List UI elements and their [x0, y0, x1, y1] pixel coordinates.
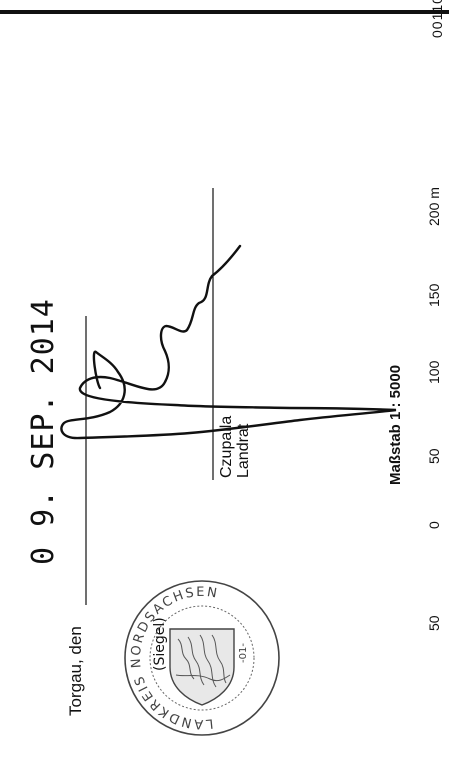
date-stamp: 0 9. SEP. 2014 — [26, 298, 61, 565]
handwritten-signature — [60, 244, 397, 440]
scale-tick: 0 — [426, 521, 442, 529]
scale-tick: 200 m — [426, 187, 442, 226]
official-seal: LANDKREIS NORDSACHSEN (Siegel) -01- — [117, 579, 282, 743]
scale-title: Maßstab 1 : 5000 — [387, 364, 404, 485]
shield-icon — [169, 628, 235, 706]
official-block: Czupalla Landrat — [218, 416, 252, 478]
seal-label: (Siegel) — [152, 617, 168, 671]
scale-tick: 50 — [426, 448, 442, 464]
scale-tick: 50 — [426, 615, 442, 631]
seal-center-text: -01- — [238, 643, 249, 663]
official-title: Landrat — [235, 423, 252, 478]
official-name: Czupalla — [218, 415, 235, 478]
scale-tick: 100 — [426, 360, 442, 384]
top-rule — [0, 10, 449, 14]
place-date-label: Torgau, den — [66, 626, 85, 716]
scale-tick: 150 — [426, 283, 442, 307]
seal-icon: LANDKREIS NORDSACHSEN (Siegel) -01- — [117, 580, 280, 743]
